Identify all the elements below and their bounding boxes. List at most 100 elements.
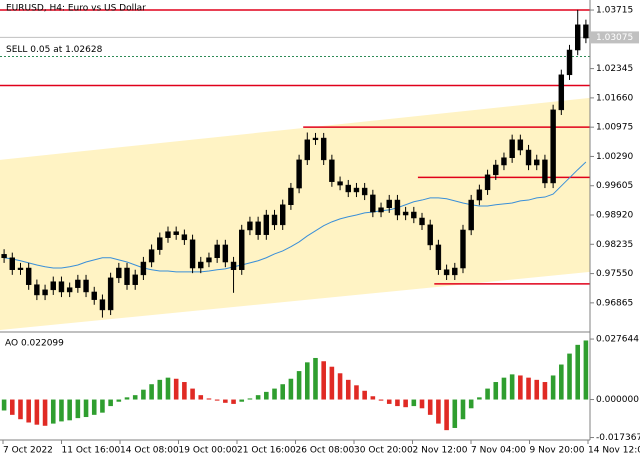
- x-tick-label: 26 Oct 08:00: [296, 446, 355, 456]
- oscillator-bar: [42, 399, 48, 426]
- candle-body: [157, 237, 163, 250]
- oscillator-bar: [182, 382, 187, 400]
- candle-body: [206, 257, 212, 263]
- candle-body: [116, 267, 122, 279]
- candle-body: [214, 244, 220, 259]
- oscillator-bar: [345, 379, 351, 400]
- oscillator-bar: [501, 377, 507, 400]
- candle-body: [353, 187, 360, 193]
- y-tick-label: 1.01660: [596, 93, 633, 103]
- oscillator-bar: [1, 399, 7, 411]
- candle-body: [419, 217, 425, 226]
- x-tick-label: 9 Nov 20:00: [530, 446, 585, 456]
- oscillator-bar: [9, 399, 15, 415]
- oscillator-bar: [272, 388, 277, 400]
- candle-body: [443, 269, 450, 276]
- candle-body: [566, 49, 573, 76]
- oscillator-bar: [567, 353, 572, 400]
- moving-average: [4, 161, 587, 273]
- x-tick-label: 21 Oct 16:00: [237, 446, 296, 456]
- candle-body: [468, 199, 474, 231]
- oscillator-bar: [362, 390, 367, 400]
- chart-title: EURUSD, H4: Euro vs US Dollar: [6, 4, 146, 14]
- oscillator-bar: [190, 388, 195, 400]
- x-tick-label: 7 Oct 2022: [3, 446, 53, 456]
- oscillator-bar: [386, 399, 392, 404]
- candle-body: [280, 204, 286, 226]
- candle-body: [402, 211, 409, 216]
- oscillator-bar: [247, 398, 253, 400]
- candle-body: [50, 281, 56, 291]
- oscillator-bar: [329, 366, 335, 400]
- oscillator-bar: [223, 399, 228, 403]
- candle-body: [124, 267, 130, 285]
- candle-body: [165, 231, 171, 238]
- oscillator-bar: [165, 377, 171, 400]
- oscillator-bar: [141, 389, 146, 400]
- oscillator-bar: [18, 399, 23, 420]
- oscillator-bar: [427, 399, 433, 415]
- candle-body: [493, 164, 499, 176]
- candle-body: [296, 159, 302, 189]
- y-tick-label: 0.96865: [596, 298, 633, 308]
- current-price-box: [591, 31, 639, 44]
- oscillator-bar: [149, 384, 154, 400]
- oscillator-bar: [534, 379, 540, 400]
- oscillator-bar: [50, 399, 56, 424]
- oscillator-bar: [67, 399, 72, 421]
- candle-body: [263, 214, 270, 235]
- x-tick-label: 19 Oct 00:00: [179, 446, 238, 456]
- candle-body: [435, 244, 442, 270]
- candle-body: [148, 249, 155, 263]
- oscillator-bar: [59, 399, 64, 422]
- y-tick-label: 0.027644: [596, 335, 639, 345]
- oscillator-bar: [452, 399, 458, 428]
- oscillator-bar: [26, 399, 31, 423]
- candle-body: [288, 187, 294, 206]
- y-tick-label: 0.99605: [596, 181, 633, 191]
- candle-body: [460, 229, 466, 269]
- oscillator-bar: [518, 375, 523, 400]
- oscillator-bar: [91, 399, 97, 415]
- regression-channel: [0, 97, 590, 330]
- y-tick-label: 0.000000: [596, 395, 639, 405]
- oscillator-bar: [378, 399, 384, 401]
- oscillator-bar: [132, 395, 138, 400]
- candle-body: [534, 159, 540, 166]
- oscillator-bar: [370, 396, 376, 400]
- candle-body: [255, 221, 261, 235]
- oscillator-bar: [485, 388, 490, 400]
- oscillator-bar: [559, 364, 564, 400]
- candle-body: [501, 157, 507, 166]
- main-layer: [1, 9, 589, 318]
- candle-body: [411, 211, 417, 219]
- candle-body: [370, 194, 376, 213]
- oscillator-bar: [198, 395, 204, 400]
- oscillator-bar: [214, 399, 220, 401]
- candle-body: [42, 289, 48, 296]
- y-tick-label: 1.02345: [596, 64, 633, 74]
- y-tick-label: 0.97550: [596, 269, 633, 279]
- candle-body: [427, 224, 433, 246]
- candle-body: [132, 274, 138, 285]
- y-tick-label: 1.00290: [596, 152, 633, 162]
- candle-body: [239, 229, 245, 270]
- current-price-label: 1.03075: [596, 33, 633, 43]
- candle-body: [107, 277, 114, 311]
- y-tick-label: 0.98920: [596, 211, 633, 221]
- candle-body: [394, 199, 401, 216]
- candle-body: [517, 139, 524, 151]
- indicator-title: AO 0.022099: [5, 339, 64, 349]
- oscillator-bar: [460, 399, 466, 420]
- oscillator-bar: [239, 399, 245, 402]
- x-tick-label: 11 Oct 16:00: [62, 446, 121, 456]
- candle-body: [583, 24, 589, 39]
- sell-order-label: SELL 0.05 at 1.02628: [6, 45, 103, 55]
- oscillator-bar: [509, 374, 515, 400]
- candle-body: [83, 279, 89, 293]
- candle-body: [75, 279, 81, 288]
- oscillator-bar: [411, 399, 417, 407]
- candle-body: [181, 234, 188, 241]
- oscillator-bar: [288, 378, 294, 400]
- background-layer: [0, 9, 590, 330]
